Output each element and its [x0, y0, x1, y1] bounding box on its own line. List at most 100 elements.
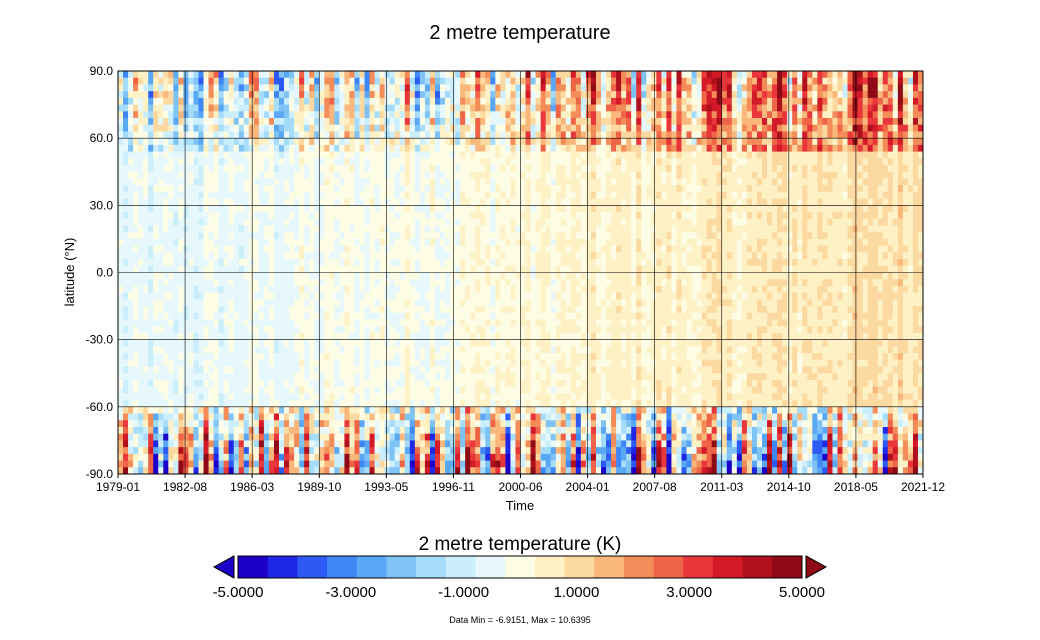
heatmap-cell	[233, 151, 240, 159]
heatmap-cell	[268, 158, 275, 166]
heatmap-cell	[560, 185, 567, 193]
heatmap-cell	[404, 165, 411, 173]
heatmap-cell	[777, 252, 783, 260]
heatmap-cell	[218, 225, 225, 233]
heatmap-cell	[359, 191, 365, 200]
heatmap-cell	[213, 238, 220, 247]
heatmap-cell	[118, 259, 124, 267]
heatmap-cell	[726, 205, 733, 213]
heatmap-cell	[445, 171, 451, 179]
heatmap-cell	[294, 165, 300, 173]
heatmap-cell	[243, 111, 250, 119]
heatmap-cell	[243, 71, 250, 79]
heatmap-cell	[827, 131, 833, 139]
heatmap-cell	[414, 91, 421, 99]
heatmap-cell	[188, 252, 194, 260]
heatmap-cell	[877, 272, 884, 280]
heatmap-cell	[862, 151, 869, 159]
heatmap-cell	[319, 171, 325, 179]
heatmap-cell	[354, 185, 360, 193]
heatmap-cell	[802, 191, 808, 200]
heatmap-cell	[329, 272, 335, 280]
heatmap-cell	[460, 151, 466, 159]
heatmap-cell	[787, 178, 793, 186]
heatmap-cell	[726, 198, 733, 206]
heatmap-cell	[450, 111, 456, 119]
heatmap-cell	[198, 104, 204, 112]
heatmap-cell	[394, 118, 401, 126]
heatmap-cell	[163, 178, 169, 186]
heatmap-cell	[636, 245, 642, 253]
heatmap-cell	[867, 191, 874, 200]
heatmap-cell	[419, 198, 426, 206]
heatmap-cell	[590, 265, 597, 273]
heatmap-cell	[299, 265, 305, 273]
heatmap-cell	[601, 97, 607, 105]
heatmap-cell	[897, 118, 904, 126]
heatmap-cell	[666, 178, 672, 186]
heatmap-cell	[616, 205, 622, 213]
heatmap-cell	[646, 158, 652, 166]
heatmap-cell	[636, 91, 642, 99]
heatmap-cell	[822, 198, 828, 206]
heatmap-cell	[767, 138, 773, 146]
heatmap-cell	[787, 91, 793, 99]
heatmap-cell	[525, 191, 531, 200]
heatmap-cell	[133, 131, 139, 139]
heatmap-cell	[284, 151, 290, 159]
heatmap-cell	[500, 232, 506, 240]
heatmap-cell	[777, 77, 783, 85]
heatmap-cell	[782, 191, 788, 200]
heatmap-cell	[857, 151, 864, 159]
heatmap-cell	[555, 144, 562, 152]
heatmap-cell	[389, 212, 396, 220]
heatmap-cell	[822, 158, 828, 166]
heatmap-cell	[158, 238, 164, 247]
heatmap-cell	[802, 238, 808, 247]
heatmap-cell	[837, 84, 843, 92]
heatmap-cell	[812, 118, 818, 126]
heatmap-cell	[525, 178, 531, 186]
heatmap-cell	[450, 259, 456, 267]
heatmap-cell	[178, 218, 184, 226]
heatmap-cell	[434, 111, 441, 119]
heatmap-cell	[344, 77, 350, 85]
heatmap-cell	[460, 91, 466, 99]
heatmap-cell	[183, 165, 189, 173]
heatmap-cell	[862, 138, 869, 146]
heatmap-cell	[746, 205, 753, 213]
heatmap-cell	[475, 158, 481, 166]
heatmap-cell	[465, 171, 471, 179]
heatmap-cell	[550, 232, 557, 240]
heatmap-cell	[460, 165, 466, 173]
heatmap-cell	[525, 225, 531, 233]
heatmap-cell	[570, 71, 577, 79]
heatmap-cell	[887, 118, 894, 126]
heatmap-cell	[223, 245, 230, 253]
heatmap-cell	[173, 118, 179, 126]
heatmap-cell	[334, 165, 340, 173]
heatmap-cell	[138, 138, 144, 146]
heatmap-cell	[284, 238, 290, 247]
heatmap-cell	[228, 165, 235, 173]
heatmap-cell	[379, 104, 386, 112]
heatmap-cell	[470, 104, 476, 112]
heatmap-cell	[434, 171, 441, 179]
heatmap-cell	[842, 185, 848, 193]
heatmap-cell	[907, 138, 914, 146]
heatmap-cell	[767, 151, 773, 159]
heatmap-cell	[832, 185, 838, 193]
heatmap-cell	[465, 178, 471, 186]
heatmap-cell	[535, 77, 542, 85]
heatmap-cell	[309, 144, 315, 152]
heatmap-cell	[505, 144, 511, 152]
heatmap-cell	[530, 232, 536, 240]
heatmap-cell	[656, 265, 662, 273]
heatmap-cell	[565, 252, 572, 260]
heatmap-cell	[847, 185, 853, 193]
heatmap-cell	[726, 232, 733, 240]
heatmap-cell	[389, 259, 396, 267]
heatmap-cell	[762, 238, 768, 247]
heatmap-cell	[641, 77, 647, 85]
heatmap-cell	[299, 104, 305, 112]
